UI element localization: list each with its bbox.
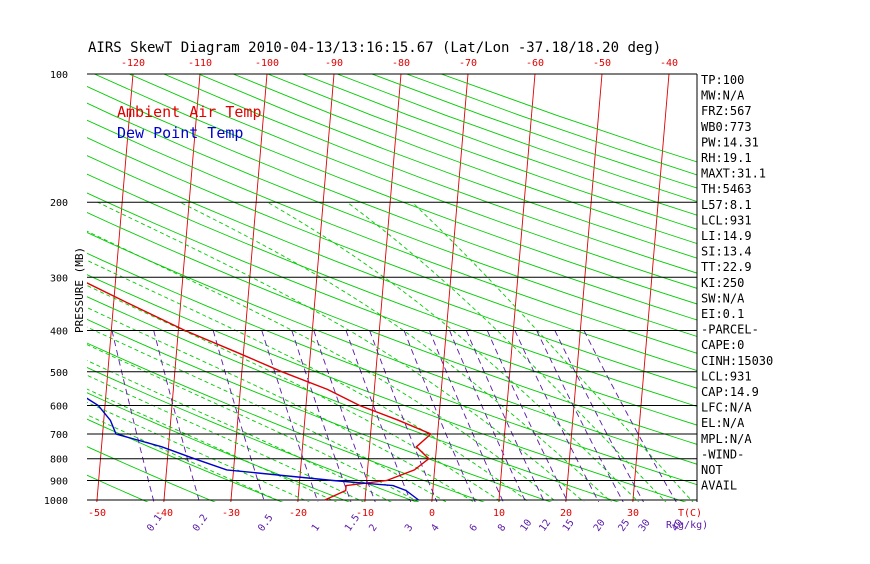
stability-index-item: CAP:14.9 bbox=[701, 385, 759, 399]
stability-index-item: AVAIL bbox=[701, 479, 737, 493]
moist-adiabat-line bbox=[347, 202, 672, 509]
bottom-temp-tick-label: 0 bbox=[429, 508, 435, 519]
mixing-ratio-tick-label: 2 bbox=[367, 522, 379, 533]
stability-index-item: SI:13.4 bbox=[701, 245, 752, 259]
dry-adiabat-line bbox=[0, 74, 28, 509]
stability-index-item: KI:250 bbox=[701, 276, 744, 290]
stability-index-item: MPL:N/A bbox=[701, 432, 752, 446]
stability-index-item: L57:8.1 bbox=[701, 198, 752, 212]
stability-index-item: TH:5463 bbox=[701, 182, 752, 196]
isotherm-line bbox=[498, 65, 536, 510]
pressure-tick-label: 500 bbox=[50, 368, 68, 379]
pressure-tick-label: 200 bbox=[50, 198, 68, 209]
stability-index-item: -PARCEL- bbox=[701, 323, 759, 337]
moist-adiabat-line bbox=[268, 202, 646, 509]
pressure-tick-label: 800 bbox=[50, 455, 68, 466]
stability-index-item: TP:100 bbox=[701, 73, 744, 87]
isotherm-line bbox=[632, 65, 670, 510]
stability-index-item: PW:14.31 bbox=[701, 135, 759, 149]
moist-adiabat-line bbox=[0, 202, 458, 509]
mixing-ratio-tick-label: 25 bbox=[616, 518, 632, 534]
stability-index-item: LCL:931 bbox=[701, 213, 752, 227]
mixing-ratio-tick-label: 8 bbox=[496, 522, 508, 533]
top-temp-tick-label: -50 bbox=[593, 58, 611, 69]
mixing-ratio-tick-label: 12 bbox=[537, 518, 553, 534]
pressure-tick-label: 600 bbox=[50, 401, 68, 412]
top-temp-tick-label: -40 bbox=[660, 58, 678, 69]
dry-adiabat-line bbox=[441, 74, 870, 509]
mixing-ratio-tick-label: 30 bbox=[637, 518, 653, 534]
bottom-temp-tick-label: 20 bbox=[560, 508, 572, 519]
mixing-ratio-tick-label: 20 bbox=[592, 518, 608, 534]
stability-index-item: TT:22.9 bbox=[701, 260, 752, 274]
mixing-ratio-tick-label: 1 bbox=[310, 522, 322, 533]
bottom-temp-tick-label: -50 bbox=[88, 508, 106, 519]
top-temp-tick-label: -120 bbox=[121, 58, 145, 69]
chart-title: AIRS SkewT Diagram 2010-04-13/13:16:15.6… bbox=[88, 40, 661, 56]
mixing-ratio-line bbox=[450, 331, 529, 510]
mixing-ratio-line bbox=[154, 331, 202, 510]
dry-adiabat-line bbox=[407, 74, 870, 509]
stability-index-item: CAPE:0 bbox=[701, 338, 744, 352]
dry-adiabat-line bbox=[372, 74, 870, 509]
pressure-tick-label: 400 bbox=[50, 326, 68, 337]
stability-index-item: LFC:N/A bbox=[701, 401, 752, 415]
top-temp-tick-label: -110 bbox=[188, 58, 212, 69]
mixing-ratio-tick-label: 0.2 bbox=[191, 513, 210, 534]
dry-adiabat-line bbox=[337, 74, 870, 509]
pressure-tick-label: 300 bbox=[50, 273, 68, 284]
mixing-ratio-tick-label: 0.5 bbox=[256, 513, 275, 534]
top-temp-tick-label: -100 bbox=[255, 58, 279, 69]
mixing-ratio-line bbox=[537, 331, 627, 510]
stability-index-item: LI:14.9 bbox=[701, 229, 752, 243]
pressure-tick-label: 100 bbox=[50, 70, 68, 81]
stability-index-item: CINH:15030 bbox=[701, 354, 773, 368]
isotherm-line bbox=[766, 65, 804, 510]
x-axis-label-bottom: T(C) bbox=[678, 508, 702, 519]
isotherm-line bbox=[833, 65, 870, 510]
top-temp-tick-label: -80 bbox=[392, 58, 410, 69]
mixing-ratio-tick-label: 10 bbox=[519, 518, 535, 534]
mixing-ratio-line bbox=[292, 331, 354, 510]
stability-index-item: NOT bbox=[701, 463, 723, 477]
moist-adiabat-line bbox=[412, 202, 699, 509]
pressure-tick-label: 700 bbox=[50, 430, 68, 441]
isotherm-line bbox=[29, 65, 67, 510]
bottom-temp-tick-label: 30 bbox=[627, 508, 639, 519]
mixing-ratio-tick-label: 3 bbox=[403, 522, 415, 533]
isotherm-line bbox=[297, 65, 335, 510]
dry-adiabat-line bbox=[199, 74, 870, 509]
stability-index-item: MW:N/A bbox=[701, 89, 745, 103]
moist-adiabat-line bbox=[98, 202, 592, 509]
top-temp-tick-label: -90 bbox=[325, 58, 343, 69]
bottom-temp-tick-label: -30 bbox=[222, 508, 240, 519]
top-temp-tick-label: -60 bbox=[526, 58, 544, 69]
bottom-temp-tick-label: -20 bbox=[289, 508, 307, 519]
pressure-tick-label: 1000 bbox=[44, 496, 68, 507]
stability-index-item: FRZ:567 bbox=[701, 104, 752, 118]
bottom-temp-tick-label: 10 bbox=[493, 508, 505, 519]
isotherm-line bbox=[565, 65, 603, 510]
stability-index-item: MAXT:31.1 bbox=[701, 167, 766, 181]
mixing-ratio-tick-label: 15 bbox=[561, 518, 577, 534]
top-temp-tick-label: -70 bbox=[459, 58, 477, 69]
stability-index-item: EI:0.1 bbox=[701, 307, 744, 321]
stability-index-item: LCL:931 bbox=[701, 369, 752, 383]
stability-index-item: SW:N/A bbox=[701, 291, 745, 305]
mixing-ratio-line bbox=[466, 331, 548, 510]
stability-index-item: -WIND- bbox=[701, 447, 744, 461]
pressure-tick-label: 900 bbox=[50, 477, 68, 488]
legend-ambient-air-temp: Ambient Air Temp bbox=[117, 103, 262, 121]
legend-dew-point-temp: Dew Point Temp bbox=[117, 124, 243, 142]
y-axis-label: PRESSURE (MB) bbox=[73, 247, 86, 333]
mixing-ratio-tick-label: 4 bbox=[429, 522, 441, 533]
stability-index-item: RH:19.1 bbox=[701, 151, 752, 165]
stability-index-item: EL:N/A bbox=[701, 416, 745, 430]
mixing-ratio-tick-label: 6 bbox=[468, 522, 480, 533]
mixing-ratio-label: R(g/kg) bbox=[666, 520, 708, 531]
stability-index-item: WB0:773 bbox=[701, 120, 752, 134]
